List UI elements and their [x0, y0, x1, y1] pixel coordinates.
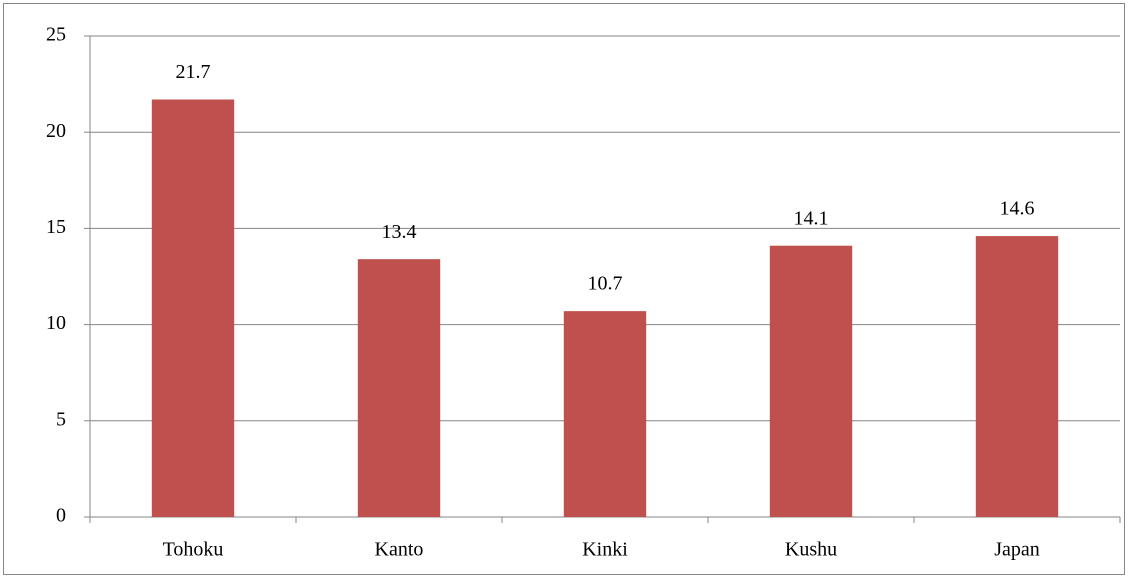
- y-tick-label: 0: [56, 505, 66, 527]
- y-tick-label: 10: [46, 312, 66, 334]
- data-label: 14.6: [1000, 198, 1035, 220]
- data-label: 14.1: [794, 207, 829, 229]
- bar: [357, 259, 441, 517]
- bar: [975, 236, 1059, 517]
- y-tick-label: 20: [46, 120, 66, 142]
- y-tick-label: 25: [46, 24, 66, 46]
- x-tick-label: Tohoku: [163, 539, 224, 561]
- y-tick-label: 15: [46, 216, 66, 238]
- data-label: 13.4: [382, 221, 417, 243]
- x-tick-label: Kushu: [785, 539, 837, 561]
- x-tick-label: Kinki: [582, 539, 628, 561]
- bar: [769, 245, 853, 517]
- data-label: 10.7: [588, 273, 623, 295]
- data-label: 21.7: [176, 61, 211, 83]
- bar: [563, 311, 647, 517]
- x-tick-label: Kanto: [375, 539, 424, 561]
- x-tick-label: Japan: [994, 539, 1040, 561]
- bar: [151, 99, 235, 517]
- y-tick-label: 5: [56, 408, 66, 430]
